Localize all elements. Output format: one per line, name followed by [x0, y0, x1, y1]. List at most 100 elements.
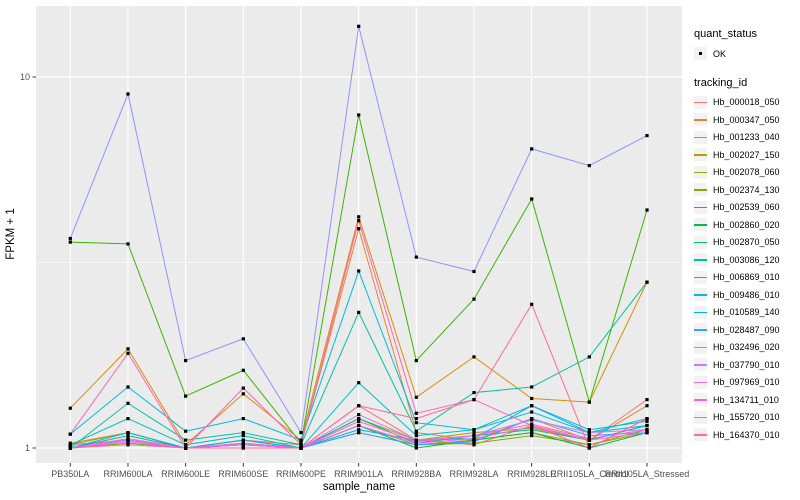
legend-key-box: [694, 113, 707, 127]
legend-item-label: Hb_000018_050: [713, 97, 780, 108]
legend-key-line-icon: [694, 329, 707, 331]
data-point: [126, 437, 130, 441]
legend-key-box: [694, 148, 707, 162]
data-point: [357, 24, 361, 28]
data-point: [587, 443, 591, 447]
legend-item-label: Hb_003086_120: [713, 254, 780, 265]
y-tick-label: 10: [20, 72, 30, 82]
data-point: [241, 434, 245, 438]
legend-key-box: [694, 253, 707, 267]
legend-key-box: [694, 235, 707, 249]
legend-item-Hb_037790_010: Hb_037790_010: [692, 356, 798, 374]
data-point: [126, 401, 130, 405]
data-point: [472, 434, 476, 438]
data-point: [299, 443, 303, 447]
legend-item-label: Hb_032496_020: [713, 342, 780, 353]
legend-item-Hb_002374_130: Hb_002374_130: [692, 181, 798, 199]
legend-item-Hb_134711_010: Hb_134711_010: [692, 391, 798, 409]
legend-item-label: Hb_002027_150: [713, 149, 780, 160]
data-point: [357, 431, 361, 435]
legend-key-box: [694, 95, 707, 109]
data-point: [645, 134, 649, 138]
legend-key-line-icon: [694, 276, 707, 279]
data-point: [126, 92, 130, 96]
data-point: [68, 406, 72, 410]
data-point: [68, 446, 72, 450]
data-point: [126, 417, 130, 421]
data-point: [357, 419, 361, 423]
data-point: [357, 269, 361, 273]
data-point: [645, 280, 649, 284]
data-point: [68, 443, 72, 447]
data-point: [530, 428, 534, 432]
legend-item-ok: OK: [692, 45, 798, 63]
data-point: [530, 302, 534, 306]
data-point: [472, 437, 476, 441]
legend-key-line-icon: [694, 259, 707, 261]
data-point: [184, 443, 188, 447]
data-point: [241, 368, 245, 372]
legend-key-line-icon: [694, 171, 707, 174]
data-point: [241, 431, 245, 435]
data-point: [299, 446, 303, 450]
legend-key-line-icon: [694, 206, 707, 209]
data-point: [68, 236, 72, 241]
legend-key-box: [694, 305, 707, 319]
x-tick-label: RRIM928LA: [449, 469, 498, 479]
legend-item-label: Hb_037790_010: [713, 359, 780, 370]
legend-key-line-icon: [694, 189, 707, 191]
data-point: [472, 428, 476, 432]
data-point: [126, 385, 130, 389]
legend-item-Hb_010589_140: Hb_010589_140: [692, 304, 798, 322]
data-point: [241, 446, 245, 450]
legend-item-label: Hb_134711_010: [713, 394, 779, 405]
legend-key-line-icon: [694, 294, 707, 296]
legend-item-label: Hb_002870_050: [713, 237, 780, 248]
data-point: [414, 421, 418, 425]
data-point: [357, 381, 361, 385]
data-point: [472, 431, 476, 435]
data-point: [587, 355, 591, 359]
data-point: [587, 400, 591, 404]
legend-key-box: [694, 323, 707, 337]
legend-item-label: Hb_002860_020: [713, 219, 780, 230]
y-axis-title: FPKM + 1: [5, 208, 17, 260]
x-tick-label: RRIM600SE: [218, 469, 268, 479]
data-point: [472, 269, 476, 274]
legend-item-Hb_001233_040: Hb_001233_040: [692, 129, 798, 147]
x-tick-label: RRII105LA_Control: [550, 469, 628, 479]
legend-item-Hb_164370_010: Hb_164370_010: [692, 426, 798, 444]
data-point: [241, 417, 245, 421]
legend-item-label: Hb_002078_060: [713, 167, 780, 178]
data-point: [645, 431, 649, 435]
legend-entries: Hb_000018_050 Hb_000347_050 Hb_001233_040 H…: [692, 94, 798, 444]
legend-key-line-icon: [694, 416, 707, 419]
data-point: [357, 413, 361, 417]
legend-key-line-icon: [694, 241, 707, 244]
legend-key-line-icon: [694, 364, 707, 366]
data-point: [357, 417, 361, 421]
data-point: [472, 391, 476, 395]
data-point: [68, 432, 72, 436]
legend-key-box: [694, 393, 707, 407]
data-point: [126, 440, 130, 444]
legend-item-Hb_002078_060: Hb_002078_060: [692, 164, 798, 182]
data-point: [587, 437, 591, 441]
legend-item-Hb_002539_060: Hb_002539_060: [692, 199, 798, 217]
x-tick-label: RRIM600PE: [276, 469, 326, 479]
legend-item-Hb_032496_020: Hb_032496_020: [692, 339, 798, 357]
legend-key-box: [694, 340, 707, 354]
x-tick-label: RRIM600LA: [103, 469, 152, 479]
legend-key-box: [694, 130, 707, 144]
legend-item-label: Hb_097969_010: [713, 377, 780, 388]
data-point: [530, 404, 534, 408]
data-point: [587, 164, 591, 168]
data-point: [241, 438, 245, 442]
legend-item-Hb_028487_090: Hb_028487_090: [692, 321, 798, 339]
legend-key-box: [694, 165, 707, 179]
data-point: [414, 255, 418, 259]
data-point: [472, 398, 476, 402]
data-point: [530, 410, 534, 414]
legend-tracking-id: tracking_id Hb_000018_050 Hb_000347_050 Hb…: [692, 77, 798, 444]
legend-item-Hb_155720_010: Hb_155720_010: [692, 409, 798, 427]
